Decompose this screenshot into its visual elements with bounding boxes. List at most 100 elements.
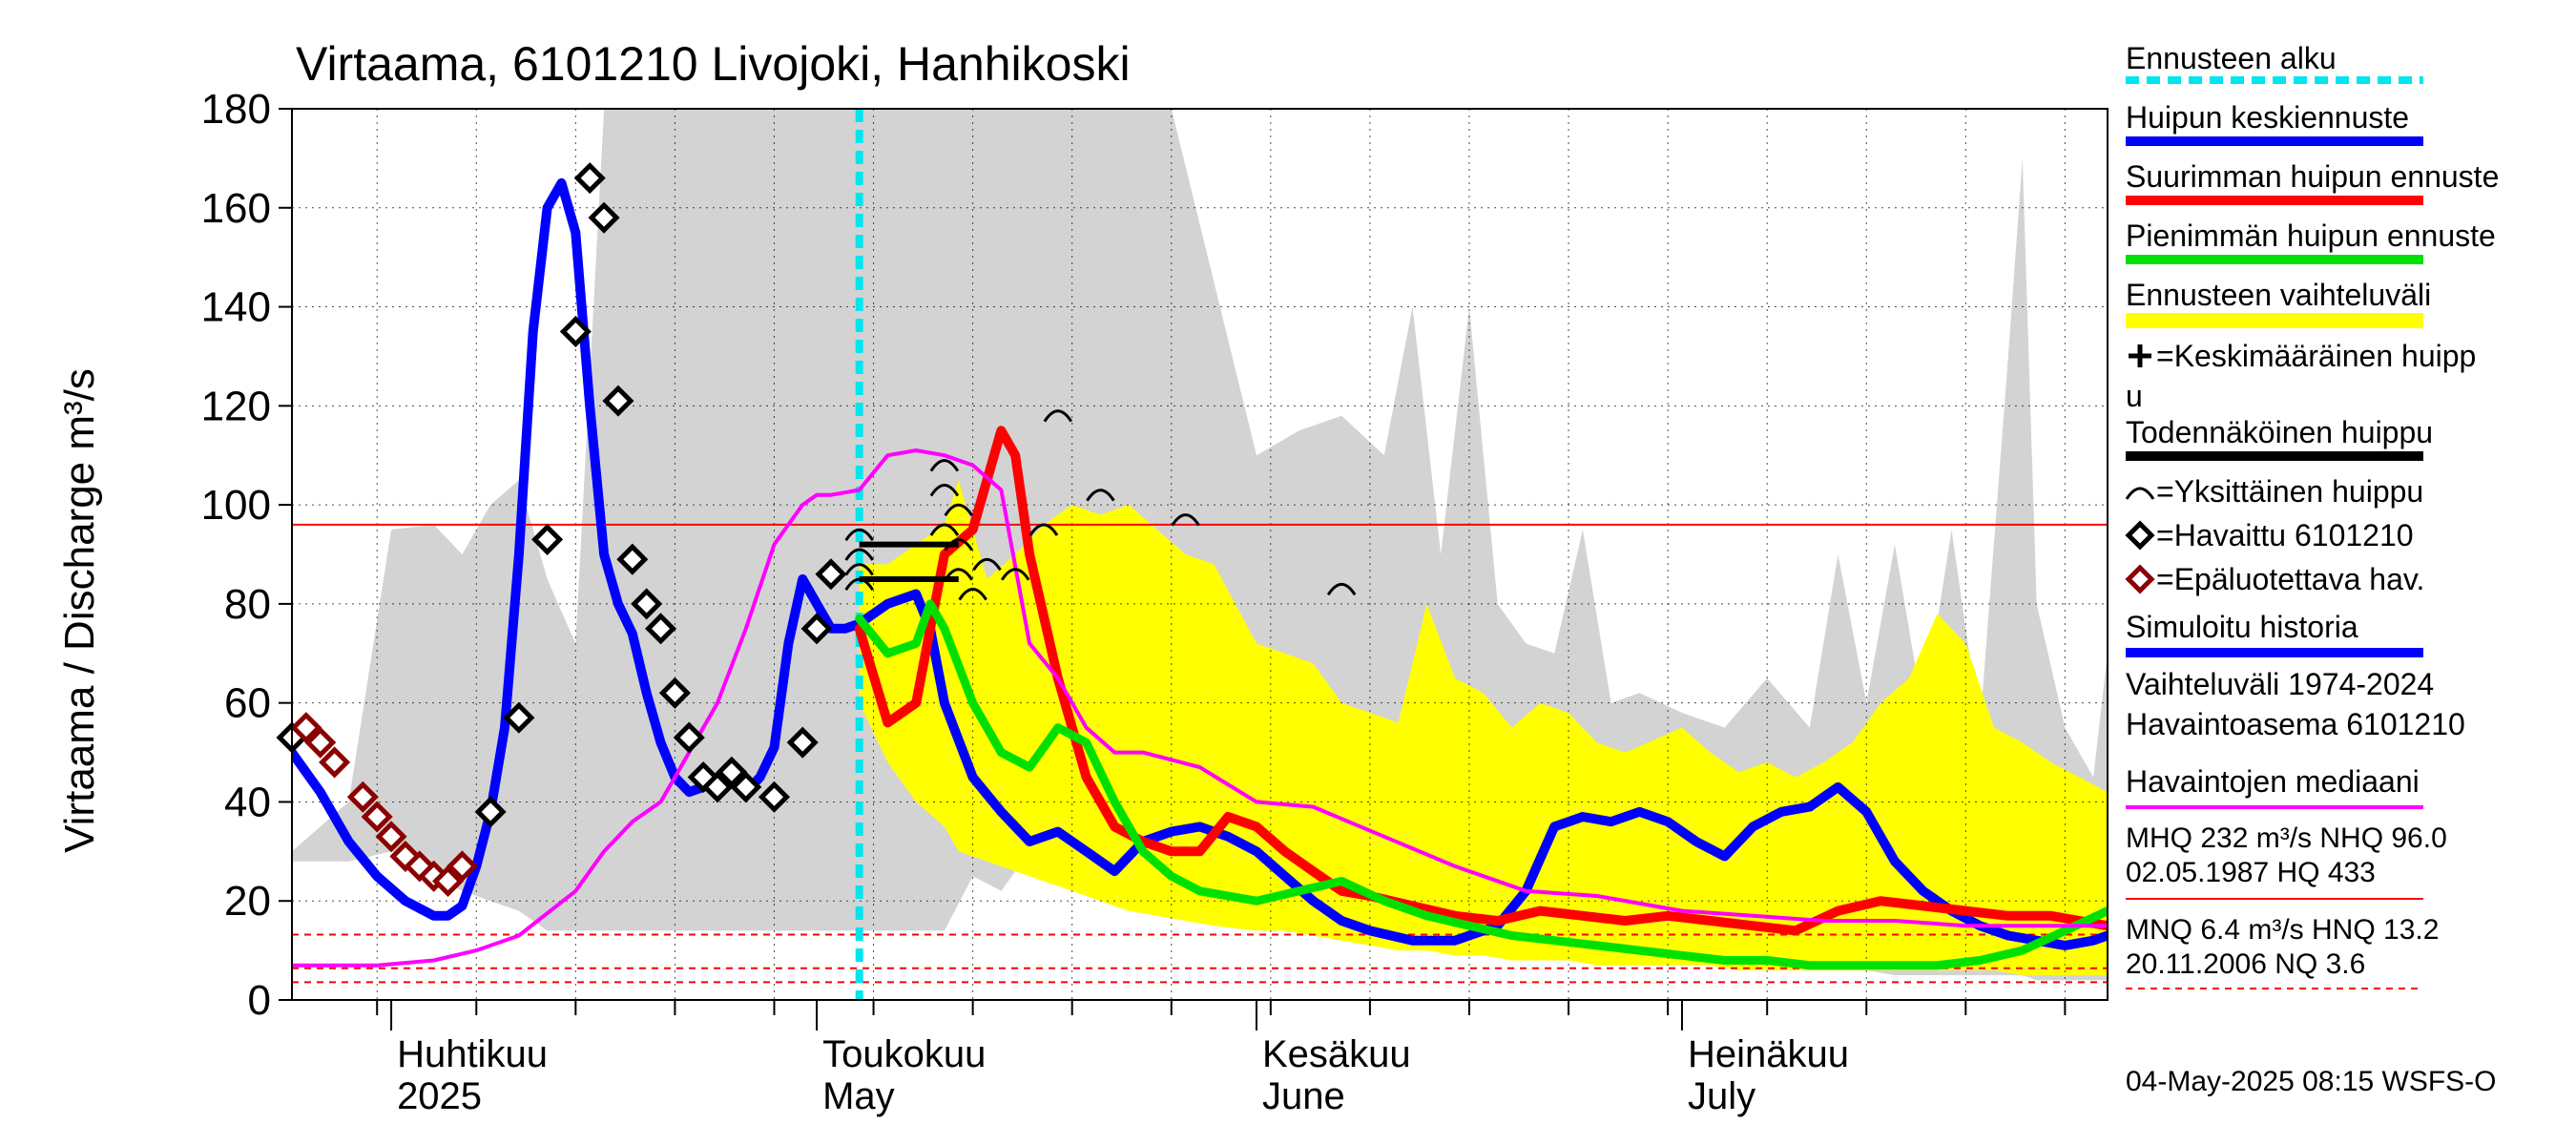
- series-line-1: [854, 589, 2108, 950]
- observed-point: [658, 677, 691, 709]
- peak-arc: [944, 538, 974, 552]
- peak-arc: [1171, 513, 1200, 527]
- legend: Ennusteen alku Huipun keskiennuste Suurimm…: [2125, 41, 2499, 989]
- peak-arc: [929, 523, 960, 536]
- legend-symbol-diamond: [2125, 564, 2155, 594]
- plot-frame: [291, 108, 2109, 1001]
- stat-line-4: 20.11.2006 NQ 3.6: [2126, 948, 2365, 980]
- observed-point: [673, 721, 705, 754]
- observed-point: [573, 162, 606, 195]
- observed-point: [616, 543, 649, 575]
- legend-label: Pienimmän huipun ennuste: [2126, 219, 2496, 253]
- legend-label: Ennusteen alku: [2126, 41, 2337, 75]
- month-label-fi: Toukokuu: [822, 1033, 986, 1075]
- unreliable-point: [446, 850, 478, 883]
- month-label-en: July: [1688, 1075, 1755, 1117]
- legend-label: =Havaittu 6101210: [2156, 518, 2414, 552]
- peak-arc: [972, 557, 1002, 572]
- unreliable-point: [290, 712, 322, 744]
- series-line-0: [292, 177, 864, 921]
- legend-label-cont: Havaintoasema 6101210: [2126, 707, 2465, 741]
- peak-arc: [929, 484, 960, 497]
- unreliable-point: [432, 864, 465, 898]
- observed-point: [815, 558, 847, 591]
- y-tick-label: 120: [201, 383, 271, 429]
- legend-symbol-diamond: [2125, 520, 2155, 551]
- legend-symbol-arc: [2125, 487, 2155, 500]
- observed-point: [503, 701, 535, 734]
- series-layer: [292, 177, 2108, 970]
- legend-symbol-plus: [2129, 344, 2151, 367]
- chart-title: Virtaama, 6101210 Livojoki, Hanhikoski: [296, 37, 1131, 91]
- y-axis-label: Virtaama / Discharge m³/s: [56, 368, 103, 853]
- probable-peak-layer: [859, 541, 959, 582]
- observed-point: [602, 385, 634, 417]
- legend-label: Vaihteluväli 1974-2024: [2126, 667, 2434, 701]
- series-line-4: [292, 448, 2108, 968]
- y-tick-label: 80: [224, 581, 271, 628]
- peak-arc: [1043, 409, 1073, 423]
- unreliable-point: [304, 726, 337, 759]
- month-label-en: May: [822, 1075, 895, 1117]
- observed-point: [631, 588, 663, 620]
- peak-arc: [958, 588, 987, 601]
- legend-label: =Yksittäinen huippu: [2156, 474, 2423, 509]
- observed-point: [716, 756, 748, 788]
- y-tick-label: 40: [224, 779, 271, 825]
- peak-arc: [1086, 489, 1115, 502]
- y-tick-label: 20: [224, 878, 271, 925]
- unreliable-point: [389, 840, 422, 873]
- unreliable-point: [346, 781, 379, 813]
- y-tick-label: 140: [201, 284, 271, 331]
- peak-arc: [844, 577, 874, 591]
- y-tick-label: 100: [201, 482, 271, 529]
- peak-arc: [929, 459, 960, 472]
- y-tick-label: 0: [248, 977, 271, 1024]
- y-tick-label: 180: [201, 86, 271, 133]
- peak-arc: [844, 548, 874, 561]
- month-label-fi: Heinäkuu: [1688, 1033, 1849, 1075]
- peak-arc: [844, 528, 874, 542]
- peak-arc: [1028, 523, 1059, 536]
- peak-arc: [1326, 582, 1357, 596]
- observed-point: [645, 613, 677, 645]
- legend-label: Ennusteen vaihteluväli: [2126, 278, 2431, 312]
- observed-point: [559, 315, 592, 348]
- observed-point: [758, 781, 791, 813]
- observed-point: [531, 523, 564, 555]
- y-tick-label: 60: [224, 680, 271, 727]
- series-line-3: [855, 599, 2108, 970]
- observed-point: [786, 726, 819, 759]
- observed-point: [474, 796, 507, 828]
- observed-point: [701, 771, 734, 803]
- legend-label: =Keskimääräinen huipp: [2156, 339, 2476, 373]
- month-label-fi: Huhtikuu: [397, 1033, 548, 1075]
- unreliable-point: [361, 801, 393, 833]
- month-label-en: June: [1262, 1075, 1345, 1117]
- month-label-fi: Kesäkuu: [1262, 1033, 1411, 1075]
- stat-line-1: MHQ 232 m³/s NHQ 96.0: [2126, 822, 2447, 854]
- observed-point: [588, 201, 620, 234]
- peak-symbols-layer: [844, 409, 1357, 601]
- legend-label: Simuloitu historia: [2126, 610, 2358, 644]
- legend-label: Todennäköinen huippu: [2126, 415, 2433, 449]
- unreliable-point: [319, 746, 351, 779]
- peak-arc: [944, 503, 974, 517]
- unreliable-point: [375, 821, 407, 853]
- grid-layer: [292, 108, 2108, 1001]
- observed-point: [730, 771, 762, 803]
- y-tick-label: 160: [201, 185, 271, 232]
- peak-arc: [1000, 568, 1030, 581]
- unreliable-point: [404, 850, 436, 883]
- peak-arc: [944, 568, 974, 581]
- stat-line-3: MNQ 6.4 m³/s HNQ 13.2: [2126, 914, 2439, 946]
- legend-label: Havaintojen mediaani: [2126, 764, 2420, 799]
- legend-label: Huipun keskiennuste: [2126, 100, 2409, 135]
- footer-timestamp: 04-May-2025 08:15 WSFS-O: [2126, 1066, 2497, 1097]
- legend-label: Suurimman huipun ennuste: [2126, 159, 2499, 194]
- observed-point: [800, 613, 833, 645]
- peak-arc: [844, 563, 874, 576]
- stat-line-2: 02.05.1987 HQ 433: [2126, 857, 2376, 888]
